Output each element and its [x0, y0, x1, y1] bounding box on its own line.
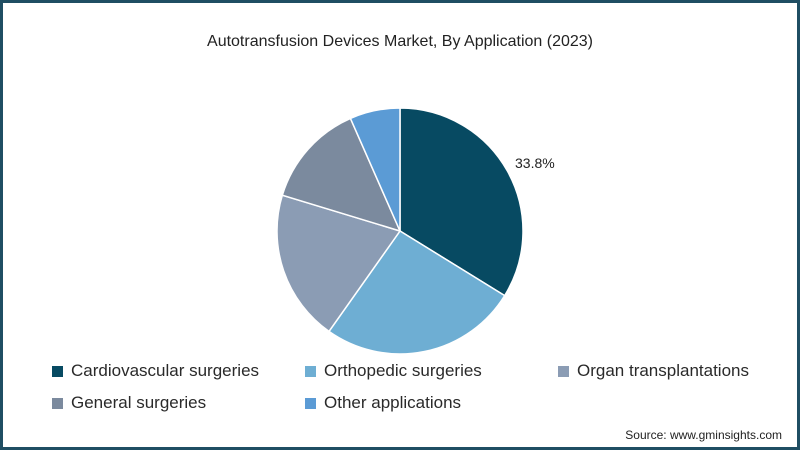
- legend-item-orthopedic: Orthopedic surgeries: [305, 361, 482, 381]
- legend-swatch: [305, 365, 316, 377]
- pie-slice-other-applications: [349, 107, 401, 232]
- legend-label: Orthopedic surgeries: [324, 361, 482, 380]
- pie-slice-orthopedic-surgeries: [327, 229, 506, 355]
- chart-title: Autotransfusion Devices Market, By Appli…: [207, 33, 593, 50]
- legend-item-cardiovascular: Cardiovascular surgeries: [52, 361, 259, 381]
- pie-slice-cardiovascular-surgeries: [399, 107, 524, 297]
- legend-label: Other applications: [324, 393, 462, 412]
- legend-swatch: [52, 397, 63, 409]
- data-label-cardiovascular: 33.8%: [515, 155, 555, 171]
- legend-label: General surgeries: [71, 393, 207, 412]
- source-note: Source: www.gminsights.com: [625, 428, 782, 442]
- pie-slice-general-surgeries: [281, 117, 402, 233]
- legend-swatch: [305, 397, 316, 409]
- legend-swatch: [558, 365, 569, 377]
- legend-label: Cardiovascular surgeries: [71, 361, 260, 380]
- legend-label: Organ transplantations: [577, 361, 749, 380]
- legend-item-organ: Organ transplantations: [558, 361, 749, 381]
- legend-item-general: General surgeries: [52, 393, 206, 413]
- legend-item-other: Other applications: [305, 393, 461, 413]
- pie-slice-organ-transplantations: [276, 194, 402, 333]
- legend-swatch: [52, 365, 63, 377]
